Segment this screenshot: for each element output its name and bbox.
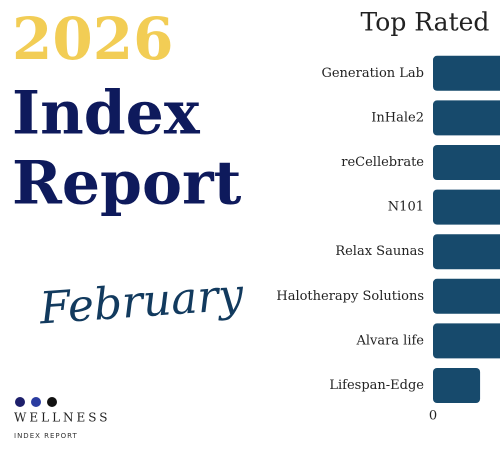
y-tick-label: Lifespan-Edge (329, 378, 424, 393)
bar (433, 189, 500, 225)
bar (433, 55, 500, 91)
y-tick-label: InHale2 (371, 110, 424, 125)
y-tick-label: Halotherapy Solutions (276, 289, 424, 304)
logo-dot (47, 397, 57, 407)
brand: WELLNESS (14, 411, 111, 425)
x-tick-label: 0 (429, 409, 437, 424)
bar (433, 368, 481, 403)
y-tick-label: N101 (388, 200, 424, 215)
bar (433, 145, 500, 180)
logo-dot (15, 397, 25, 407)
bar (433, 278, 500, 314)
bar (433, 100, 500, 136)
logo-dot (31, 397, 41, 407)
y-tick-label: reCellebrate (341, 155, 424, 170)
bar (433, 234, 500, 270)
cover-title: Index (12, 79, 201, 149)
y-tick-label: Alvara life (355, 333, 424, 348)
y-tick-label: Generation Lab (321, 66, 424, 81)
y-tick-label: Relax Saunas (335, 244, 424, 259)
cover-year: 2026 (12, 5, 173, 73)
brand-sub: INDEX REPORT (14, 432, 78, 440)
cover-title: Report (12, 149, 242, 219)
bar (433, 323, 500, 359)
chart-title: Top Rated (361, 8, 490, 37)
